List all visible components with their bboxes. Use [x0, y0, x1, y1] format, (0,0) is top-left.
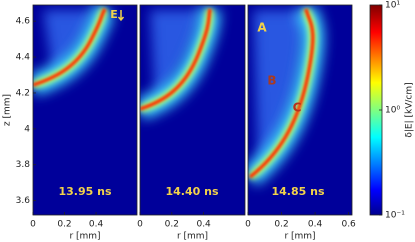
front-core [140, 8, 212, 111]
y-tick-label: 4.4 [16, 53, 31, 63]
halo [253, 10, 306, 165]
colorbar-tick-label: 10⁻¹ [385, 211, 405, 221]
annotation: C [293, 101, 302, 115]
annotation: 14.40 ns [165, 185, 218, 198]
y-tick-label: 3.8 [16, 160, 31, 170]
annotation: 13.95 ns [58, 185, 111, 198]
halo [150, 10, 202, 100]
heatmap [248, 5, 352, 215]
x-tick-label: 0.4 [89, 220, 104, 230]
colorbar-tick-label: 10¹ [385, 1, 400, 11]
x-tick-label: 0.4 [196, 220, 211, 230]
y-tick-label: 3.6 [16, 196, 31, 206]
y-tick-label: 4.2 [16, 88, 30, 98]
x-axis-label: r [mm] [284, 232, 315, 242]
halo [43, 10, 95, 75]
x-tick-label: 0 [245, 220, 251, 230]
x-tick-label: 0.6 [341, 220, 356, 230]
annotation: 14.85 ns [271, 185, 324, 198]
y-tick-label: 4.6 [16, 17, 31, 27]
heatmap [140, 5, 245, 215]
heatmap [33, 5, 137, 215]
arrow [117, 10, 125, 22]
colorbar-label: δ|E| [kV/cm] [405, 82, 415, 137]
x-tick-label: 0 [137, 220, 143, 230]
y-tick-label: 4 [24, 124, 30, 134]
colorbar-tick-label: 10⁰ [385, 106, 400, 116]
front-core [248, 8, 315, 179]
x-axis-label: r [mm] [69, 232, 100, 242]
panel-frame [247, 4, 353, 216]
panel-frame [32, 4, 138, 216]
x-tick-label: 0.2 [165, 220, 179, 230]
x-tick-label: 0.2 [274, 220, 288, 230]
x-tick-label: 0 [30, 220, 36, 230]
front-core [33, 8, 107, 87]
x-tick-label: 0.4 [308, 220, 323, 230]
panel-frame [139, 4, 246, 216]
annotation: B [267, 74, 276, 88]
annotation: A [257, 21, 267, 35]
y-axis-label: z [mm] [3, 94, 13, 126]
annotation: E [110, 8, 118, 21]
x-tick-label: 0.2 [57, 220, 71, 230]
x-axis-label: r [mm] [177, 232, 208, 242]
